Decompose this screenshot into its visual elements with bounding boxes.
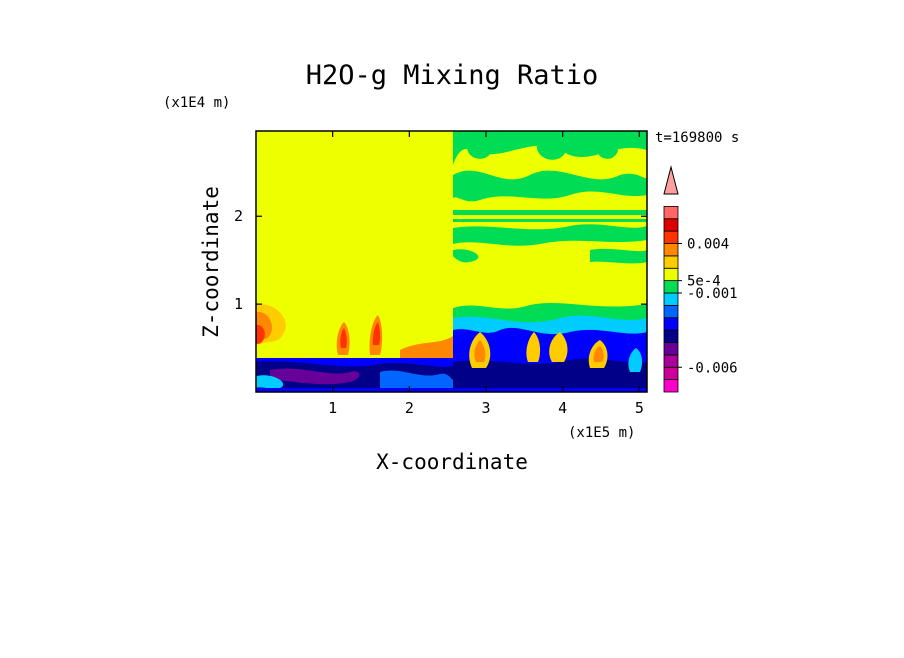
y-tick-label: 1 (234, 295, 243, 313)
y-unit-label: (x1E4 m) (163, 95, 230, 111)
colorbar-swatch (663, 255, 679, 269)
x-tick-label: 2 (405, 399, 414, 417)
x-tick-label: 4 (558, 399, 567, 417)
colorbar-swatch (663, 267, 679, 282)
colorbar-swatch (663, 304, 679, 319)
colorbar-swatch (663, 354, 679, 368)
x-tick-label: 3 (481, 399, 490, 417)
contour-field (256, 131, 647, 392)
y-axis: 12 (234, 207, 647, 313)
colorbar-swatch (663, 230, 679, 244)
colorbar-swatch (663, 205, 679, 220)
colorbar-swatch (663, 218, 679, 232)
colorbar-label: 0.004 (687, 237, 729, 253)
colorbar-label: -0.006 (687, 360, 738, 376)
chart-title: H2O-g Mixing Ratio (306, 60, 599, 91)
colorbar: 0.004 5e-4-0.001 -0.006 (663, 165, 738, 393)
colorbar-swatch (663, 317, 679, 331)
plot-frame (255, 130, 648, 393)
colorbar-swatch (663, 243, 679, 257)
colorbar-label: 5e-4 (687, 274, 721, 290)
y-axis-label: Z-coordinate (199, 186, 223, 338)
colorbar-swatch (663, 366, 679, 381)
colorbar-swatch (663, 329, 679, 343)
x-axis-label: X-coordinate (376, 450, 528, 474)
x-tick-label: 5 (635, 399, 644, 417)
colorbar-arrow (663, 165, 679, 195)
colorbar-swatch (663, 280, 679, 294)
colorbar-label: -0.001 (687, 286, 738, 302)
time-label: t=169800 s (655, 130, 739, 146)
colorbar-swatch (663, 379, 679, 393)
colorbar-swatch (663, 342, 679, 356)
colorbar-swatch (663, 292, 679, 306)
x-unit-label: (x1E5 m) (568, 425, 635, 441)
x-axis: 1 2 3 4 5 (328, 131, 644, 417)
y-tick-label: 2 (234, 207, 243, 225)
x-tick-label: 1 (328, 399, 337, 417)
